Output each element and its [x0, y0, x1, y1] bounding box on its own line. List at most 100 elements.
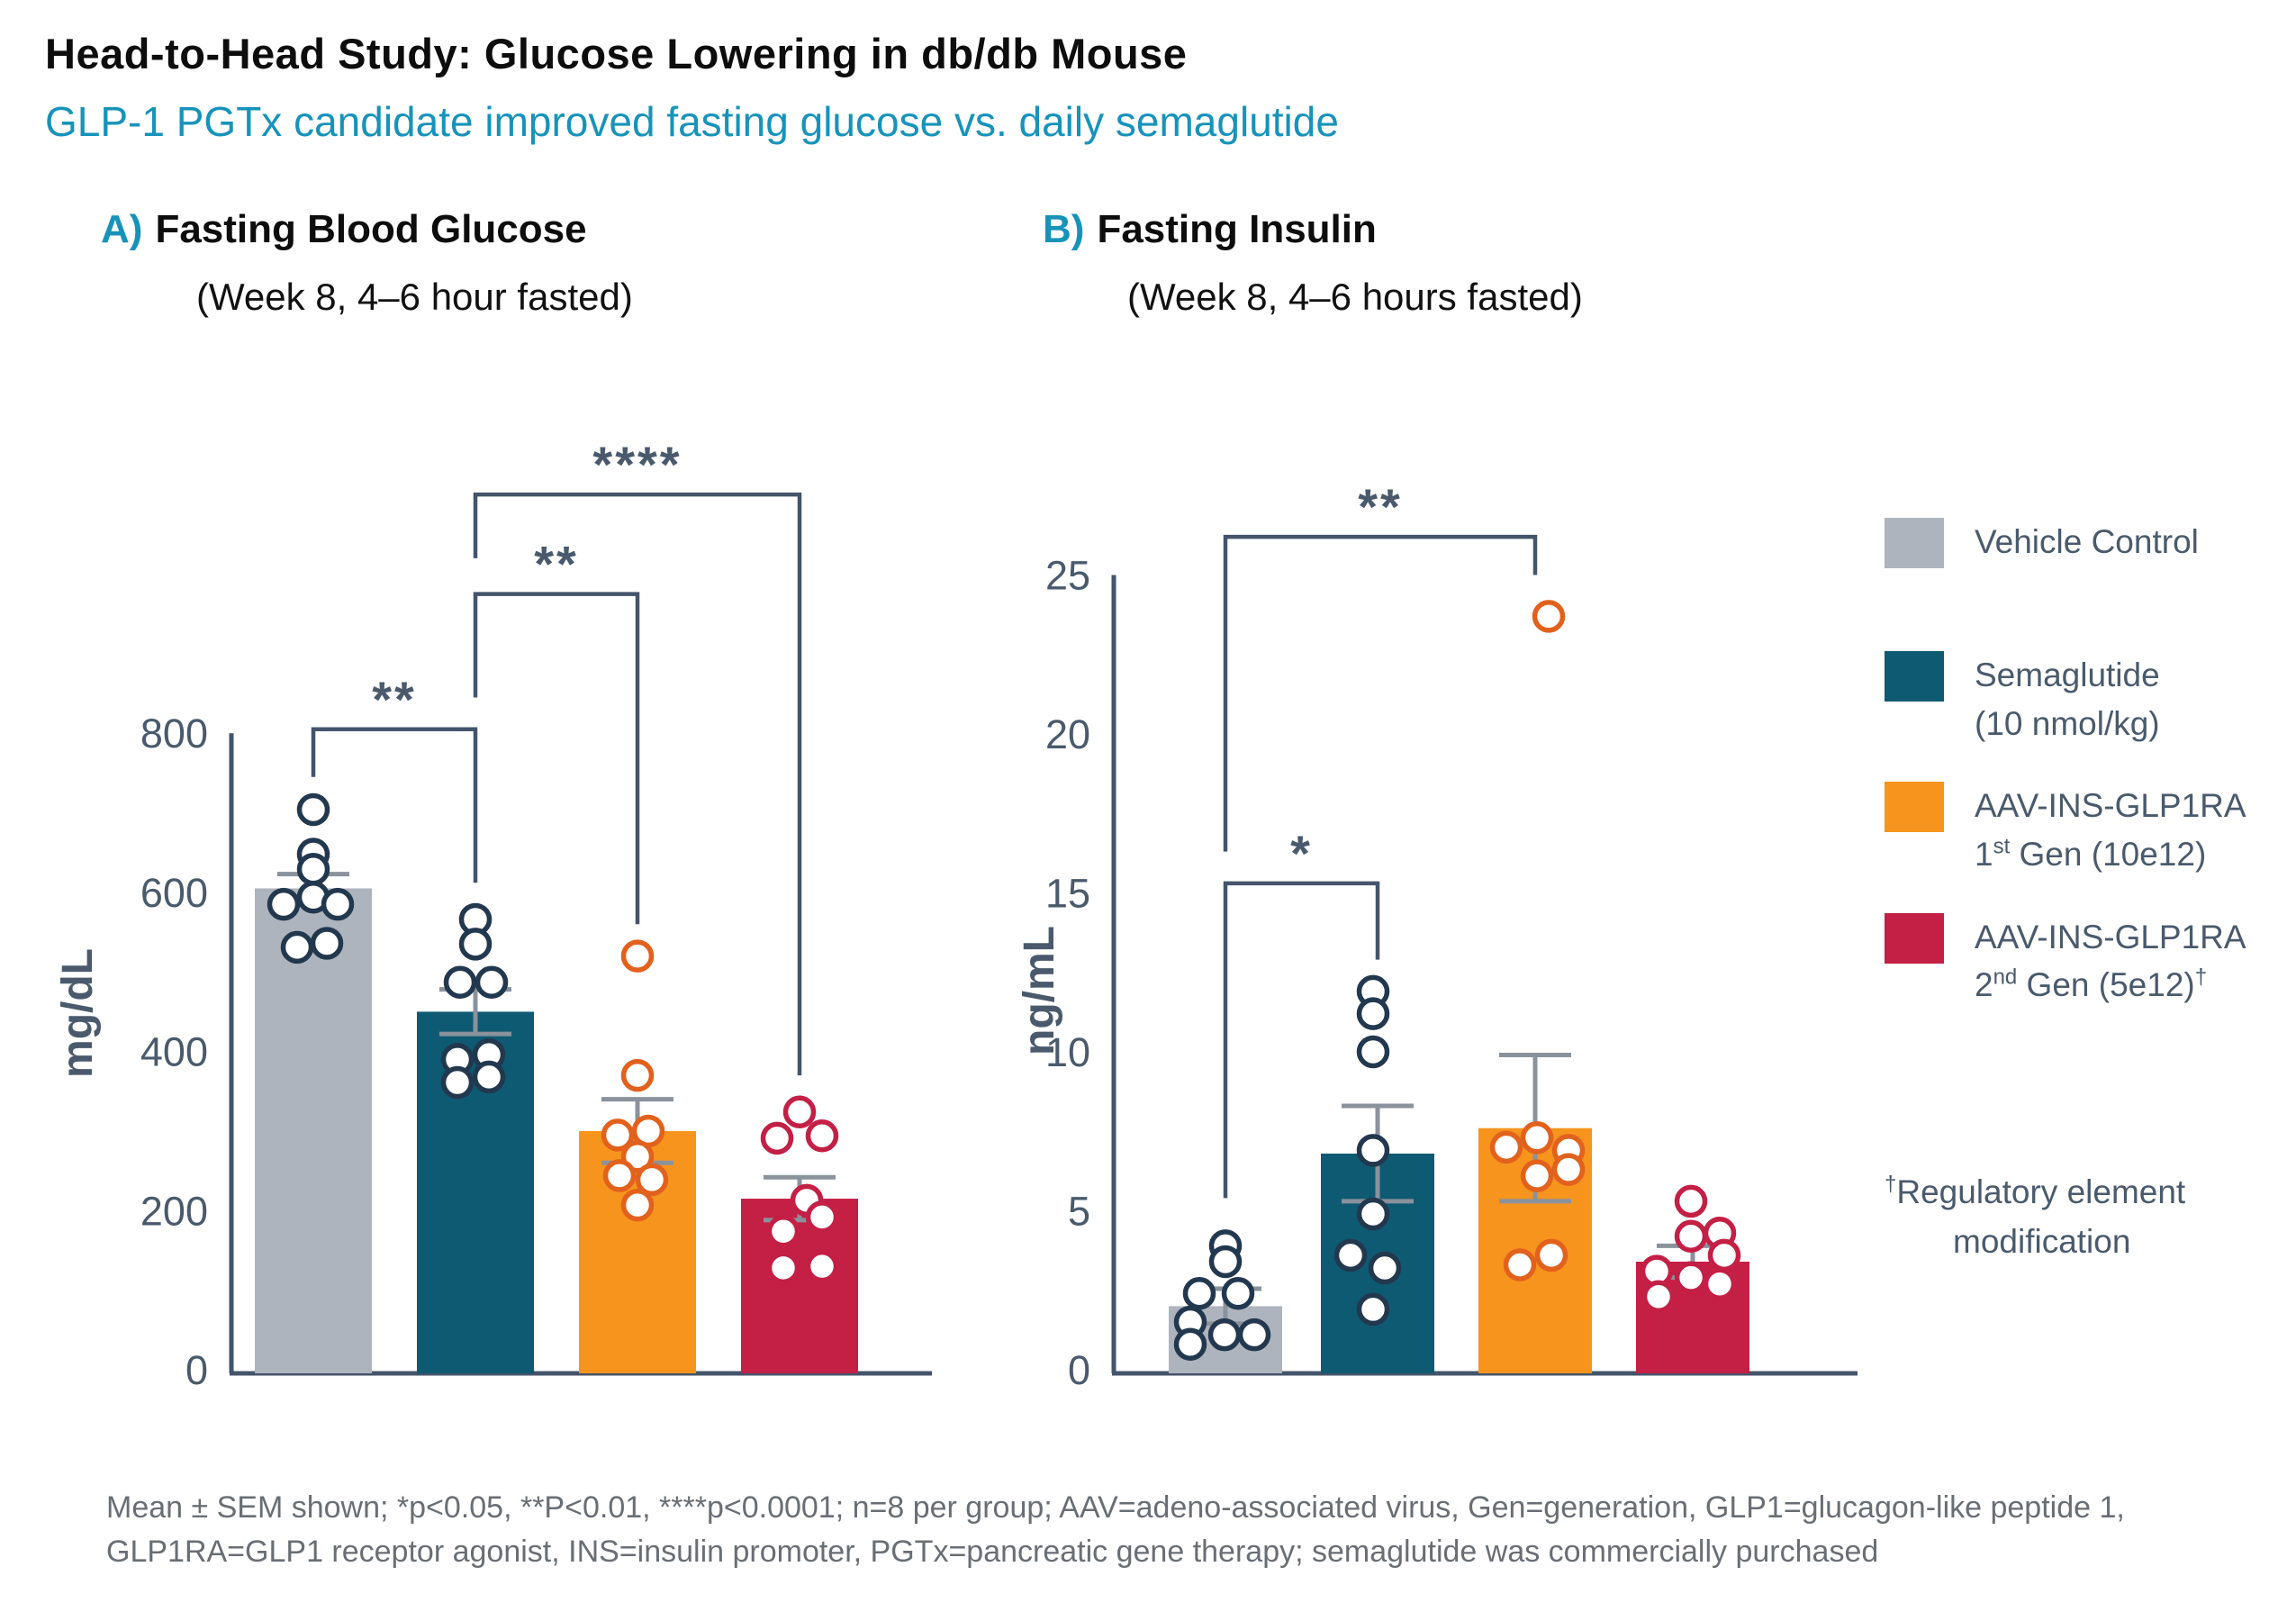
data-point	[602, 1159, 637, 1192]
y-tick-label: 15	[1045, 871, 1090, 917]
data-point	[443, 965, 477, 999]
legend-label-aav-ins-glp1ra-2nd-gen: AAV-INS-GLP1RA 2nd Gen (5e12)†	[1975, 918, 2246, 1004]
data-point	[1707, 1238, 1741, 1272]
significance-bracket	[473, 492, 802, 1076]
page-subtitle: GLP-1 PGTx candidate improved fasting gl…	[45, 98, 1339, 145]
data-point	[440, 1065, 475, 1100]
significance-bracket	[311, 727, 478, 883]
figure-footnote: Mean ± SEM shown; *p<0.05, **P<0.01, ***…	[106, 1486, 2195, 1575]
data-point	[1182, 1277, 1216, 1310]
legend-swatch-aav-ins-glp1ra-1st-gen	[1885, 782, 1944, 833]
legend-swatch-aav-ins-glp1ra-2nd-gen	[1885, 912, 1944, 964]
panel-a-subtitle: (Week 8, 4–6 hour fasted)	[196, 276, 633, 318]
data-point	[1356, 1292, 1390, 1327]
data-point	[805, 1119, 839, 1153]
data-point	[296, 853, 330, 886]
y-tick-label: 200	[140, 1188, 208, 1234]
data-point	[1520, 1121, 1554, 1155]
data-point	[1674, 1219, 1708, 1253]
panel-b-title: B) Fasting Insulin	[1043, 207, 1377, 252]
legend-label-aav-ins-glp1ra-1st-gen: AAV-INS-GLP1RA 1st Gen (10e12)	[1975, 787, 2246, 873]
data-point	[635, 1163, 669, 1197]
data-point	[760, 1121, 794, 1155]
data-point	[1674, 1184, 1708, 1218]
data-point	[782, 1095, 817, 1128]
data-point	[1674, 1261, 1708, 1294]
bar-aav-ins-glp1ra-2nd-gen-5e12-	[741, 1199, 858, 1373]
data-point	[1173, 1327, 1207, 1362]
data-point	[1520, 1159, 1554, 1192]
footnote-line-2: GLP1RA=GLP1 receptor agonist, INS=insuli…	[106, 1535, 1879, 1570]
significance-label: **	[534, 536, 579, 593]
panel-a-title-text: Fasting Blood Glucose	[155, 207, 587, 251]
data-point	[280, 930, 314, 964]
y-tick-label: 0	[1068, 1347, 1090, 1393]
legend-swatch-vehicle-control	[1885, 518, 1944, 568]
data-point	[310, 927, 344, 960]
significance-label: *	[1290, 825, 1313, 882]
data-point	[1356, 1197, 1390, 1231]
data-point	[1551, 1153, 1586, 1186]
data-point	[620, 1188, 655, 1222]
bar-semaglutide-10-nmol-kg-	[417, 1011, 534, 1373]
data-point	[1532, 600, 1566, 633]
data-point	[1237, 1318, 1271, 1352]
data-point	[1641, 1280, 1676, 1314]
data-point	[1489, 1130, 1523, 1164]
data-point	[296, 792, 330, 827]
legend-label-semaglutide: Semaglutide (10 nmol/kg)	[1975, 657, 2160, 742]
panel-a-letter: A)	[101, 207, 143, 251]
footnote-line-1: Mean ± SEM shown; *p<0.05, **P<0.01, ***…	[106, 1490, 2125, 1525]
legend-item-semaglutide: Semaglutide (10 nmol/kg)	[1885, 651, 2296, 747]
panel-a-title: A) Fasting Blood Glucose	[101, 207, 587, 252]
significance-bracket	[1223, 881, 1380, 1199]
data-point	[1534, 1238, 1568, 1272]
data-point	[805, 1200, 839, 1234]
y-tick-label: 10	[1045, 1029, 1090, 1075]
data-point	[472, 1060, 506, 1094]
significance-bracket	[1223, 534, 1538, 852]
significance-bracket	[473, 592, 640, 925]
data-point	[1333, 1238, 1368, 1272]
legend-item-vehicle-control: Vehicle Control	[1885, 518, 2296, 568]
data-point	[1356, 997, 1390, 1030]
legend-footnote-dagger: †Regulatory element modification	[1885, 1172, 2186, 1260]
y-tick-label: 400	[140, 1029, 208, 1075]
y-tick-label: 800	[140, 711, 208, 756]
significance-label: ****	[592, 436, 682, 493]
data-point	[1356, 1134, 1390, 1167]
legend-swatch-semaglutide	[1885, 651, 1944, 702]
y-tick-label: 25	[1045, 553, 1090, 599]
y-tick-label: 0	[185, 1347, 208, 1393]
data-point	[620, 939, 655, 973]
page-title: Head-to-Head Study: Glucose Lowering in …	[45, 30, 1188, 77]
data-point	[1221, 1277, 1255, 1310]
y-tick-label: 600	[140, 870, 208, 916]
data-point	[1208, 1245, 1243, 1279]
legend: Vehicle Control Semaglutide (10 nmol/kg) AA…	[1885, 518, 2296, 1266]
data-point	[601, 1118, 635, 1152]
data-point	[267, 887, 301, 921]
data-point	[1356, 1035, 1390, 1069]
data-point	[321, 887, 355, 921]
significance-label: **	[372, 671, 417, 728]
data-point	[475, 965, 509, 999]
y-tick-label: 20	[1045, 711, 1090, 757]
data-point	[1703, 1267, 1737, 1300]
legend-items: Vehicle Control Semaglutide (10 nmol/kg) AA…	[1885, 518, 2296, 1010]
legend-item-aav-ins-glp1ra-2nd-gen: AAV-INS-GLP1RA 2nd Gen (5e12)†	[1885, 912, 2296, 1010]
data-point	[1368, 1251, 1402, 1285]
data-point	[805, 1249, 839, 1283]
legend-label-vehicle-control: Vehicle Control	[1975, 523, 2199, 560]
data-point	[766, 1251, 800, 1285]
legend-item-aav-ins-glp1ra-1st-gen: AAV-INS-GLP1RA 1st Gen (10e12)	[1885, 782, 2296, 878]
data-point	[458, 928, 493, 961]
significance-label: **	[1358, 478, 1403, 535]
y-tick-label: 5	[1068, 1189, 1090, 1235]
panel-b-title-text: Fasting Insulin	[1097, 207, 1377, 251]
bar-vehicle-control	[255, 888, 372, 1373]
data-point	[1207, 1318, 1242, 1352]
